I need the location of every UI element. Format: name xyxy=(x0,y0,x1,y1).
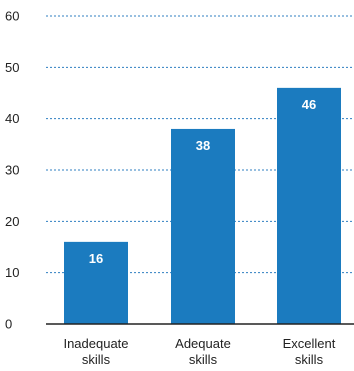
x-category-label: skills xyxy=(295,352,324,367)
y-tick-label: 40 xyxy=(5,111,19,126)
bar xyxy=(64,241,128,324)
x-category-label: skills xyxy=(82,352,111,367)
y-tick-label: 30 xyxy=(5,163,19,178)
y-tick-label: 0 xyxy=(5,317,12,332)
bars xyxy=(64,87,341,324)
x-category-label: Adequate xyxy=(175,336,231,351)
y-tick-label: 10 xyxy=(5,265,19,280)
x-category-label: skills xyxy=(189,352,218,367)
bar xyxy=(171,128,235,324)
bar-value-label: 38 xyxy=(196,138,210,153)
y-tick-label: 20 xyxy=(5,214,19,229)
bar-value-label: 46 xyxy=(302,97,316,112)
bar-value-labels: 16 38 46 xyxy=(89,97,316,266)
y-axis-ticks: 0 10 20 30 40 50 60 xyxy=(5,9,19,332)
y-tick-label: 50 xyxy=(5,60,19,75)
y-tick-label: 60 xyxy=(5,9,19,24)
bar xyxy=(277,87,341,324)
x-category-label: Excellent xyxy=(283,336,336,351)
x-axis-category-labels: InadequateskillsAdequateskillsExcellents… xyxy=(63,336,335,367)
bar-value-label: 16 xyxy=(89,251,103,266)
x-category-label: Inadequate xyxy=(63,336,128,351)
